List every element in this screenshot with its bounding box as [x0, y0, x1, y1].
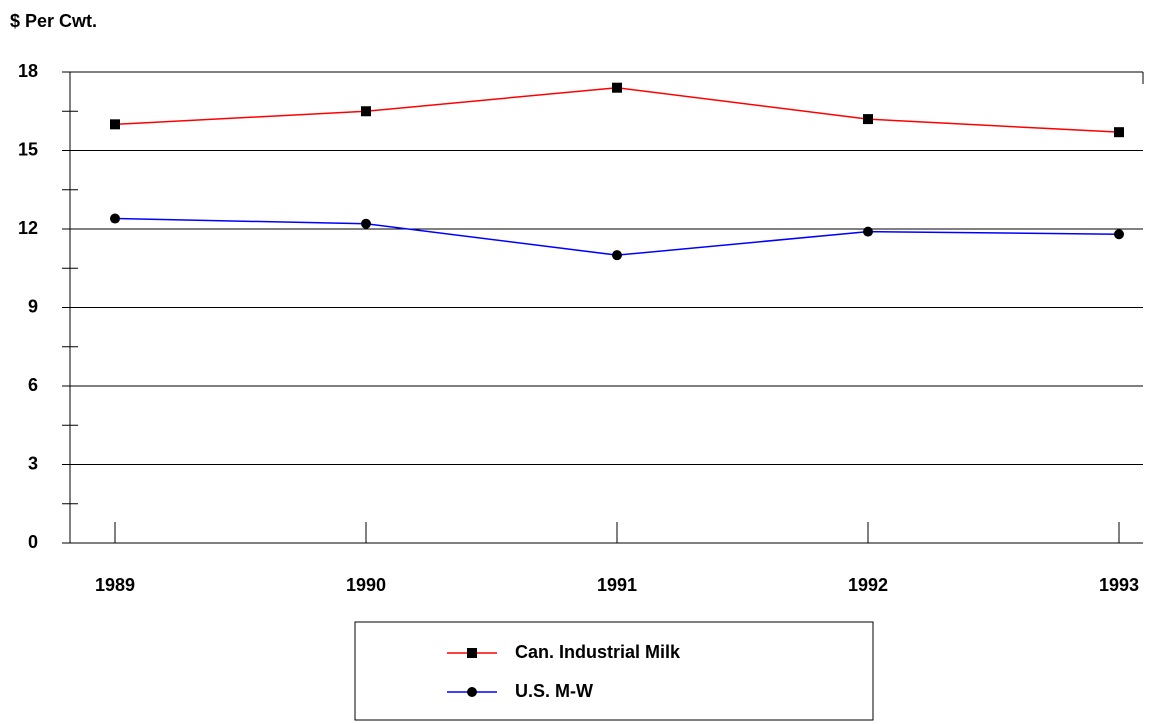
series-line — [114, 86, 1120, 133]
y-tick-label: 6 — [28, 375, 38, 395]
x-tick-label: 1992 — [848, 575, 888, 595]
y-tick-label: 3 — [28, 453, 38, 473]
x-tick-label: 1990 — [346, 575, 386, 595]
legend-label: U.S. M-W — [515, 681, 593, 701]
x-tick-label: 1989 — [95, 575, 135, 595]
x-tick-label: 1991 — [597, 575, 637, 595]
data-point — [1114, 127, 1124, 138]
data-point — [110, 213, 120, 224]
data-point — [110, 119, 120, 130]
y-tick-label: 15 — [18, 139, 38, 159]
data-point — [612, 250, 622, 261]
y-tick-label: 12 — [18, 218, 38, 238]
data-point — [863, 226, 873, 237]
legend-box — [354, 621, 874, 721]
legend-label: Can. Industrial Milk — [515, 642, 681, 662]
legend-marker — [467, 648, 477, 658]
data-point — [863, 114, 873, 125]
data-point — [361, 106, 371, 117]
y-tick-label: 18 — [18, 61, 38, 81]
series-line — [114, 217, 1120, 256]
y-tick-label: 9 — [28, 296, 38, 316]
data-point — [1114, 229, 1124, 240]
y-tick-label: 0 — [28, 532, 38, 552]
legend-marker — [467, 687, 477, 697]
data-point — [361, 218, 371, 229]
data-point — [612, 82, 622, 93]
y-axis-label: $ Per Cwt. — [10, 11, 97, 31]
x-tick-label: 1993 — [1099, 575, 1139, 595]
